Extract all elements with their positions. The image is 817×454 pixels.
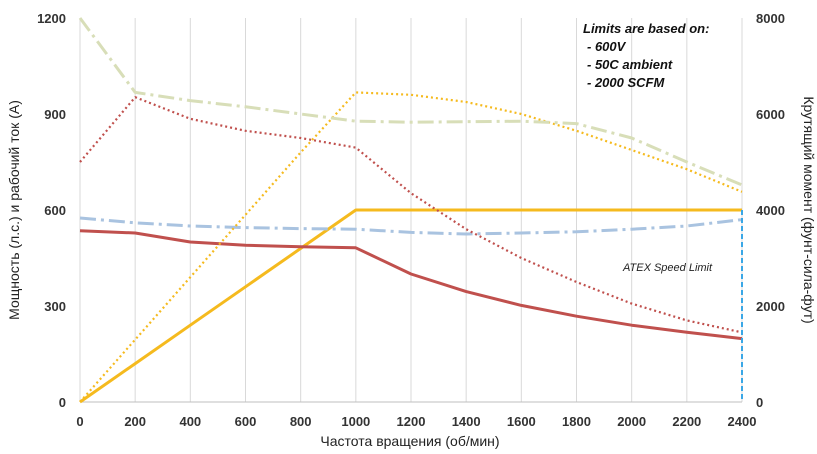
- series-line-right-dotted: [79, 91, 743, 403]
- x-tick-label: 800: [290, 414, 312, 429]
- x-tick-label: 400: [179, 414, 201, 429]
- series-line-left-dashdot: [79, 216, 743, 236]
- y-left-tick-label: 1200: [37, 11, 66, 26]
- x-tick-label: 1200: [397, 414, 426, 429]
- y-right-tick-label: 6000: [756, 107, 785, 122]
- y-right-tick-label: 4000: [756, 203, 785, 218]
- x-tick-label: 1600: [507, 414, 536, 429]
- series-line-right-dashdot: [78, 17, 743, 187]
- limits-note: Limits are based on: - 600V - 50C ambien…: [583, 21, 709, 90]
- x-tick-label: 1000: [341, 414, 370, 429]
- limits-note-heading: Limits are based on:: [583, 21, 709, 36]
- x-tick-label: 0: [76, 414, 83, 429]
- y-left-tick-label: 300: [44, 299, 66, 314]
- limits-note-item: - 50C ambient: [587, 57, 673, 72]
- series-line-left-solid: [79, 208, 742, 404]
- y-right-tick-label: 0: [756, 395, 763, 410]
- y-left-tick-label: 0: [59, 395, 66, 410]
- series-line-left-solid: [79, 229, 743, 341]
- limits-note-item: - 600V: [587, 39, 627, 54]
- series-group: [78, 17, 743, 404]
- x-axis-title: Частота вращения (об/мин): [320, 433, 499, 449]
- limits-note-item: - 2000 SCFM: [587, 75, 665, 90]
- x-ticks: 0 200 400 600 800 1000 1200 1400 1600 1800 2000 220…: [76, 414, 756, 429]
- x-tick-label: 2400: [728, 414, 757, 429]
- y-right-axis-title: Крутящий момент (фунт-сила-фут): [801, 96, 817, 323]
- x-tick-label: 1800: [562, 414, 591, 429]
- x-tick-label: 2200: [672, 414, 701, 429]
- y-left-tick-label: 900: [44, 107, 66, 122]
- y-right-tick-label: 2000: [756, 299, 785, 314]
- y-right-tick-label: 8000: [756, 11, 785, 26]
- x-tick-label: 600: [235, 414, 257, 429]
- x-tick-label: 1400: [452, 414, 481, 429]
- x-tick-label: 200: [124, 414, 146, 429]
- y-right-ticks: 0 2000 4000 6000 8000: [756, 11, 785, 410]
- y-left-axis-title: Мощность (л.с.) и рабочий ток (А): [6, 100, 22, 320]
- atex-speed-limit-label: ATEX Speed Limit: [622, 262, 713, 274]
- y-left-ticks: 0 300 600 900 1200: [37, 11, 66, 410]
- x-tick-label: 2000: [617, 414, 646, 429]
- y-left-tick-label: 600: [44, 203, 66, 218]
- series-line-right-dotted: [79, 96, 743, 334]
